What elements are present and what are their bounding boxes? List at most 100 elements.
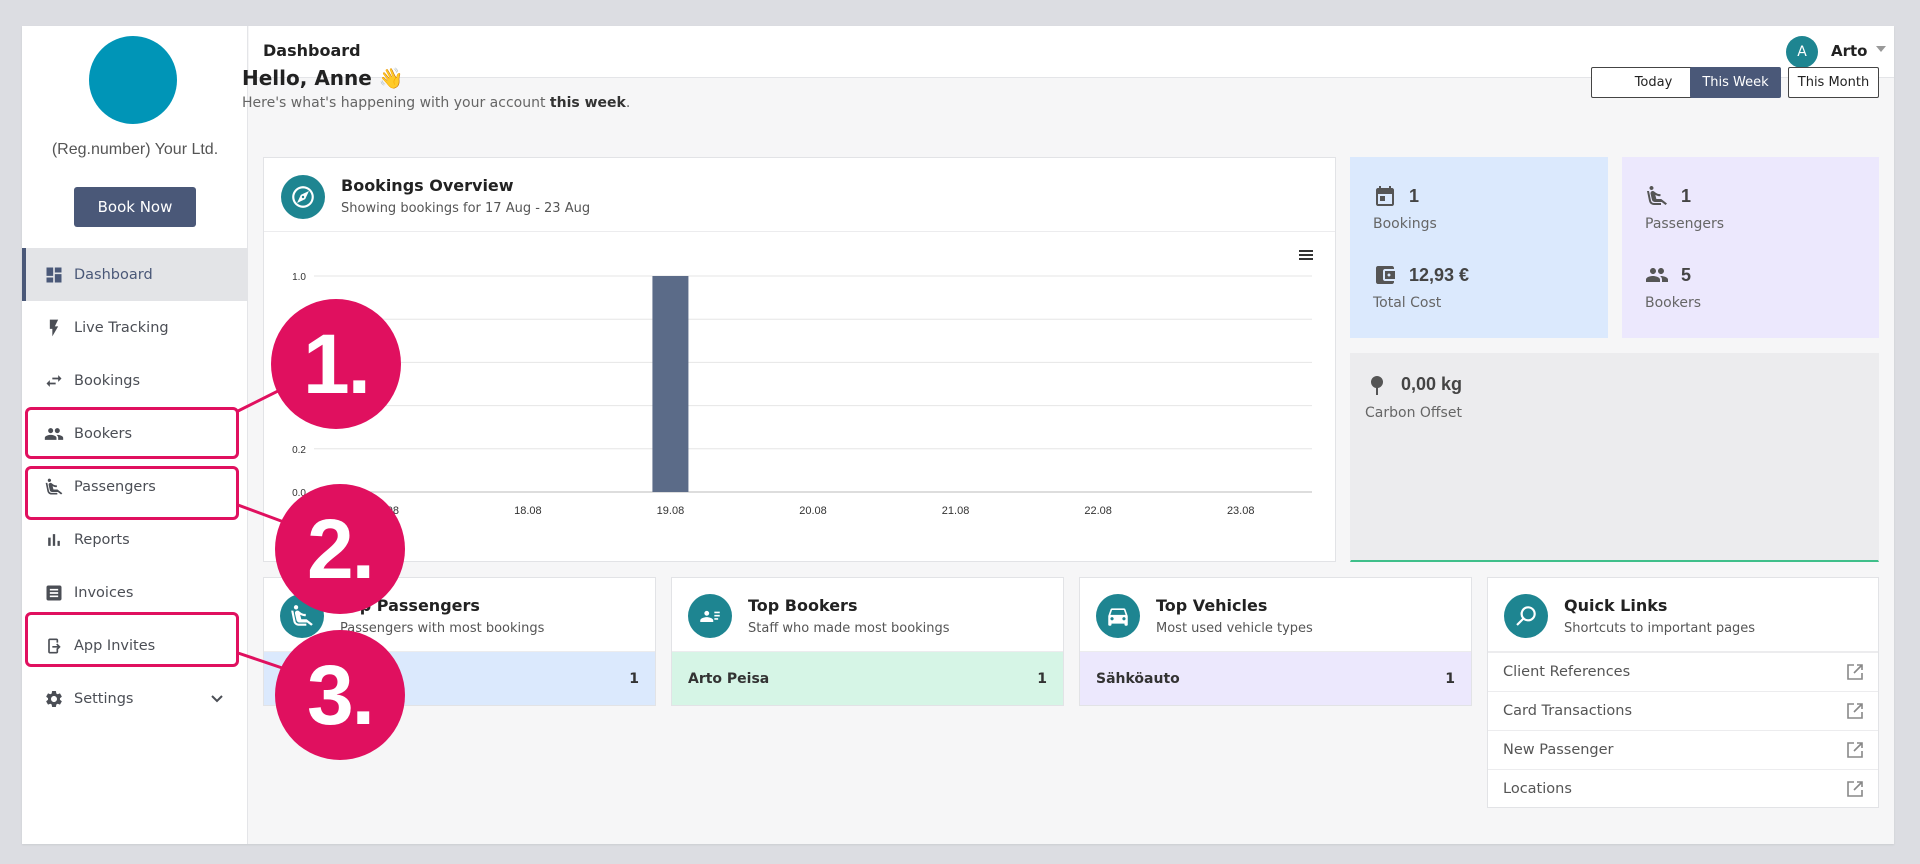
sidebar-nav: Dashboard Live Tracking Bookings Bookers…	[22, 248, 248, 725]
top-vehicles-card: Top Vehicles Most used vehicle types Säh…	[1079, 577, 1472, 706]
sidebar: (Reg.number) Your Ltd. Book Now Dashboar…	[22, 26, 248, 844]
company-logo	[89, 36, 177, 124]
company-name: (Reg.number) Your Ltd.	[51, 141, 219, 158]
period-this-month-button[interactable]: This Month	[1788, 67, 1879, 98]
callout-number-2: 2.	[275, 484, 405, 614]
people-icon	[1645, 263, 1669, 287]
greeting-sub-bold: this week	[549, 95, 626, 111]
book-now-button[interactable]: Book Now	[74, 187, 196, 227]
row-count: 1	[629, 670, 639, 687]
swap-arrows-icon	[46, 374, 62, 387]
sidebar-item-bookers[interactable]: Bookers	[22, 407, 248, 460]
sidebar-item-app-invites[interactable]: App Invites	[22, 619, 248, 672]
tree-pin-icon	[1365, 374, 1389, 398]
bolt-icon	[49, 319, 59, 336]
quick-link-client-references[interactable]: Client References	[1488, 652, 1878, 691]
passengers-bookers-card: 1 Passengers 5 Bookers	[1622, 157, 1879, 338]
table-row[interactable]: Sähköauto 1	[1080, 652, 1471, 705]
car-icon	[1096, 594, 1140, 638]
quick-link-label: Card Transactions	[1503, 703, 1633, 719]
quick-links-header: Quick Links Shortcuts to important pages	[1488, 578, 1878, 652]
bookers-count: 5	[1681, 265, 1692, 285]
card-title: Top Bookers	[748, 596, 858, 615]
sidebar-item-label: Invoices	[74, 584, 134, 601]
x-tick-label: 20.08	[799, 505, 827, 517]
sidebar-item-label: Settings	[74, 690, 134, 707]
bookings-chart: 0.00.21.017.0818.0819.0820.0821.0822.082…	[292, 272, 1312, 517]
callout-number-1: 1.	[271, 299, 401, 429]
calendar-icon	[1373, 184, 1397, 208]
x-tick-label: 23.08	[1227, 505, 1255, 517]
sidebar-item-invoices[interactable]: Invoices	[22, 566, 248, 619]
passengers-count: 1	[1681, 186, 1692, 206]
bookings-label: Bookings	[1373, 216, 1437, 232]
sidebar-item-bookings[interactable]: Bookings	[22, 354, 248, 407]
sidebar-item-label: Reports	[74, 531, 130, 548]
y-tick-label: 0.0	[292, 488, 306, 499]
x-tick-label: 18.08	[514, 505, 542, 517]
passengers-label: Passengers	[1645, 216, 1725, 232]
user-menu-caret-icon[interactable]	[1876, 46, 1886, 52]
sidebar-item-settings[interactable]: Settings	[22, 672, 248, 725]
app-invite-icon	[48, 638, 61, 653]
external-link-icon	[1847, 781, 1863, 797]
sidebar-item-passengers[interactable]: Passengers	[22, 460, 248, 513]
gear-icon	[46, 690, 62, 707]
row-name: Arto Peisa	[688, 670, 770, 687]
x-tick-label: 19.08	[657, 505, 685, 517]
external-link-icon	[1847, 703, 1863, 719]
quick-link-label: Client References	[1503, 664, 1631, 680]
table-row[interactable]: Arto Peisa 1	[672, 652, 1063, 705]
contact-person-icon	[688, 594, 732, 638]
callout-number-3: 3.	[275, 630, 405, 760]
avatar[interactable]: A	[1786, 36, 1818, 68]
bar-chart-icon	[48, 533, 60, 546]
chart-bar[interactable]	[652, 276, 689, 492]
top-bookers-header: Top Bookers Staff who made most bookings	[672, 578, 1063, 652]
top-passengers-header: Top Passengers Passengers with most book…	[264, 578, 655, 652]
x-tick-label: 22.08	[1084, 505, 1112, 517]
card-subtitle: Most used vehicle types	[1156, 621, 1313, 636]
card-subtitle: Staff who made most bookings	[748, 621, 950, 636]
sidebar-item-label: Live Tracking	[74, 319, 169, 336]
chart-menu-icon[interactable]	[1299, 250, 1313, 260]
card-title: Quick Links	[1564, 596, 1668, 615]
sidebar-item-label: Bookings	[74, 372, 141, 389]
total-cost-value: 12,93 €	[1409, 265, 1470, 285]
chevron-down-icon[interactable]	[210, 691, 224, 705]
external-link-icon	[1847, 742, 1863, 758]
seat-person-icon	[1645, 184, 1669, 208]
y-tick-label: 0.2	[292, 445, 306, 456]
greeting-sub-prefix: Here's what's happening with your accoun…	[242, 95, 550, 111]
sidebar-item-reports[interactable]: Reports	[22, 513, 248, 566]
quick-link-locations[interactable]: Locations	[1488, 769, 1878, 808]
quick-links-card: Quick Links Shortcuts to important pages…	[1487, 577, 1879, 808]
card-subtitle: Shortcuts to important pages	[1564, 621, 1756, 636]
user-name[interactable]: Arto	[1831, 42, 1868, 60]
quick-link-new-passenger[interactable]: New Passenger	[1488, 730, 1878, 769]
row-count: 1	[1037, 670, 1047, 687]
total-cost-label: Total Cost	[1373, 295, 1442, 311]
bookings-overview-card: Bookings Overview Showing bookings for 1…	[263, 157, 1336, 562]
carbon-offset-card: 0,00 kg Carbon Offset	[1350, 353, 1879, 562]
top-bookers-card: Top Bookers Staff who made most bookings…	[671, 577, 1064, 706]
sidebar-item-live-tracking[interactable]: Live Tracking	[22, 301, 248, 354]
sidebar-item-label: Dashboard	[74, 266, 153, 283]
sidebar-item-label: Passengers	[74, 478, 156, 495]
dashboard-icon	[46, 267, 62, 282]
list-document-icon	[46, 585, 62, 600]
sidebar-item-dashboard[interactable]: Dashboard	[22, 248, 248, 301]
row-count: 1	[1445, 670, 1455, 687]
sidebar-item-label: App Invites	[74, 637, 156, 654]
quick-link-card-transactions[interactable]: Card Transactions	[1488, 691, 1878, 730]
card-subtitle: Showing bookings for 17 Aug - 23 Aug	[341, 201, 591, 216]
y-tick-label: 1.0	[292, 272, 306, 283]
callout-box-app-invites	[25, 612, 239, 667]
period-this-week-button[interactable]: This Week	[1690, 67, 1781, 98]
seat-person-icon	[45, 478, 63, 494]
carbon-label: Carbon Offset	[1365, 405, 1462, 421]
wallet-icon	[1373, 263, 1397, 287]
card-title: Top Vehicles	[1156, 596, 1268, 615]
compass-icon	[281, 175, 325, 219]
card-subtitle: Passengers with most bookings	[340, 621, 545, 636]
